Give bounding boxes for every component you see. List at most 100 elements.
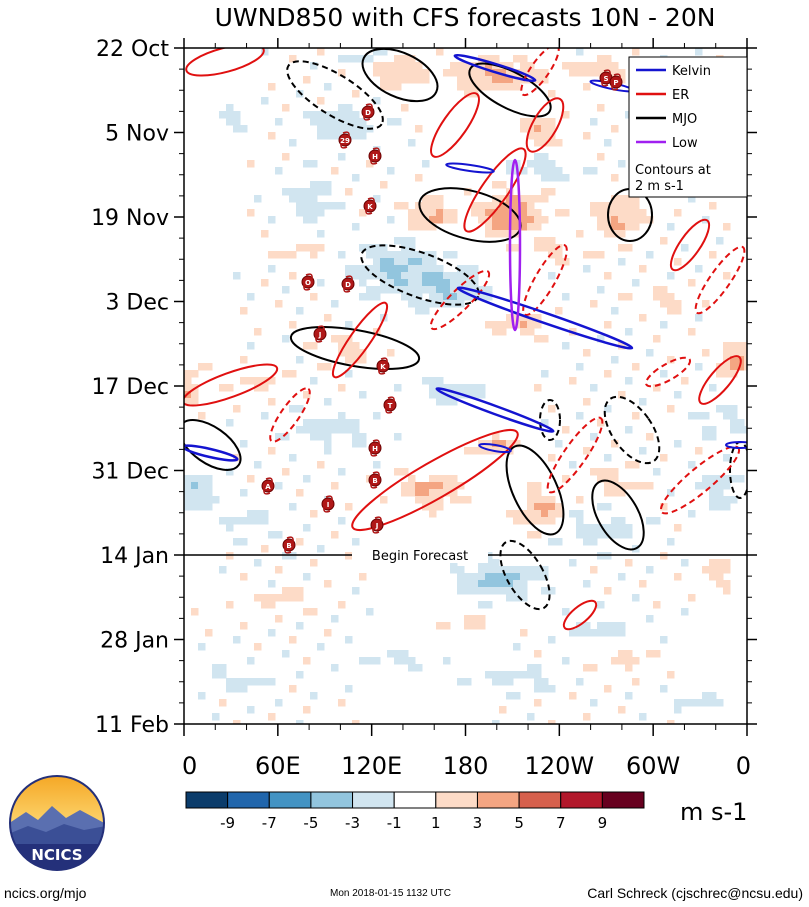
anomaly-cell xyxy=(562,174,570,182)
anomaly-cell xyxy=(317,419,325,427)
anomaly-cell xyxy=(534,664,542,672)
storm-marker-label: J xyxy=(375,522,379,530)
anomaly-cell xyxy=(310,160,318,168)
anomaly-cell xyxy=(625,657,633,665)
anomaly-cell xyxy=(247,706,255,714)
mjo-contour-pos xyxy=(184,419,242,471)
anomaly-cell xyxy=(296,720,304,724)
anomaly-cell xyxy=(632,279,640,287)
anomaly-cell xyxy=(485,55,493,63)
anomaly-cell xyxy=(604,482,612,490)
anomaly-cell xyxy=(429,391,437,399)
anomaly-cell xyxy=(737,342,745,350)
anomaly-cell xyxy=(415,251,423,259)
anomaly-cell xyxy=(513,440,521,448)
anomaly-cell xyxy=(282,188,290,196)
anomaly-cell xyxy=(492,559,500,567)
anomaly-cell xyxy=(345,104,353,112)
anomaly-cell xyxy=(576,510,584,518)
anomaly-cell xyxy=(478,615,486,623)
anomaly-cell xyxy=(310,293,318,301)
anomaly-cell xyxy=(261,279,269,287)
anomaly-cell xyxy=(541,678,549,686)
anomaly-cell xyxy=(611,482,619,490)
anomaly-cell xyxy=(352,125,360,133)
anomaly-cell xyxy=(632,202,640,210)
colorbar-label: -9 xyxy=(220,814,235,832)
kelvin-contour xyxy=(453,53,537,83)
anomaly-cell xyxy=(632,195,640,203)
anomaly-cell xyxy=(464,265,472,273)
anomaly-cell xyxy=(597,216,605,224)
anomaly-cell xyxy=(723,349,731,357)
anomaly-cell xyxy=(653,384,661,392)
anomaly-cell xyxy=(576,678,584,686)
anomaly-cell xyxy=(415,307,423,315)
anomaly-cell xyxy=(233,678,241,686)
anomaly-cell xyxy=(632,363,640,371)
anomaly-cell xyxy=(429,258,437,266)
anomaly-cell xyxy=(541,216,549,224)
anomaly-cell xyxy=(695,363,703,371)
anomaly-cell xyxy=(492,230,500,238)
anomaly-cell xyxy=(478,573,486,581)
anomaly-cell xyxy=(618,706,626,714)
anomaly-cell xyxy=(513,244,521,252)
er-contour xyxy=(184,363,279,407)
anomaly-cell xyxy=(597,531,605,539)
anomaly-cell xyxy=(723,496,731,504)
storm-marker-arm xyxy=(370,482,378,489)
storm-marker-circle xyxy=(370,518,384,532)
anomaly-cell xyxy=(415,209,423,217)
anomaly-cell xyxy=(590,524,598,532)
anomaly-cell xyxy=(310,111,318,119)
anomaly-cell xyxy=(303,160,311,168)
anomaly-cell xyxy=(359,356,367,364)
anomaly-cell xyxy=(471,265,479,273)
anomaly-cell xyxy=(604,139,612,147)
storm-marker-label: P xyxy=(613,79,618,87)
anomaly-cell xyxy=(450,482,458,490)
anomaly-cell xyxy=(541,685,549,693)
anomaly-cell xyxy=(660,286,668,294)
anomaly-cell xyxy=(387,76,395,84)
logo-text: NCICS xyxy=(31,846,82,864)
anomaly-cell xyxy=(282,433,290,441)
anomaly-cell xyxy=(506,69,514,77)
anomaly-cell xyxy=(296,426,304,434)
anomaly-cell xyxy=(611,517,619,525)
anomaly-cell xyxy=(471,573,479,581)
anomaly-cell xyxy=(240,377,248,385)
y-tick-label: 31 Dec xyxy=(91,460,169,485)
anomaly-cell xyxy=(324,181,332,189)
anomaly-cell xyxy=(527,132,535,140)
legend-box xyxy=(628,56,748,198)
anomaly-cell xyxy=(324,398,332,406)
anomaly-cell xyxy=(457,587,465,595)
storm-marker-arm xyxy=(317,325,325,332)
anomaly-cell xyxy=(303,76,311,84)
anomaly-cell xyxy=(548,720,556,724)
anomaly-cell xyxy=(695,412,703,420)
anomaly-cell xyxy=(415,174,423,182)
anomaly-cell xyxy=(723,223,731,231)
kelvin-contour xyxy=(445,162,495,174)
anomaly-cell xyxy=(548,174,556,182)
anomaly-cell xyxy=(429,202,437,210)
anomaly-cell xyxy=(247,377,255,385)
y-tick-label: 3 Dec xyxy=(105,291,169,316)
anomaly-cell xyxy=(261,601,269,609)
anomaly-cell xyxy=(506,314,514,322)
anomaly-cell xyxy=(548,510,556,518)
anomaly-cell xyxy=(492,573,500,581)
anomaly-cell xyxy=(310,692,318,700)
anomaly-cell xyxy=(730,475,738,483)
anomaly-cell xyxy=(219,566,227,574)
storm-marker-circle xyxy=(383,398,397,412)
anomaly-cell xyxy=(499,202,507,210)
anomaly-cell xyxy=(632,594,640,602)
chart-title: UWND850 with CFS forecasts 10N - 20N xyxy=(215,3,716,32)
anomaly-cell xyxy=(527,503,535,511)
anomaly-cell xyxy=(548,160,556,168)
anomaly-cell xyxy=(513,223,521,231)
